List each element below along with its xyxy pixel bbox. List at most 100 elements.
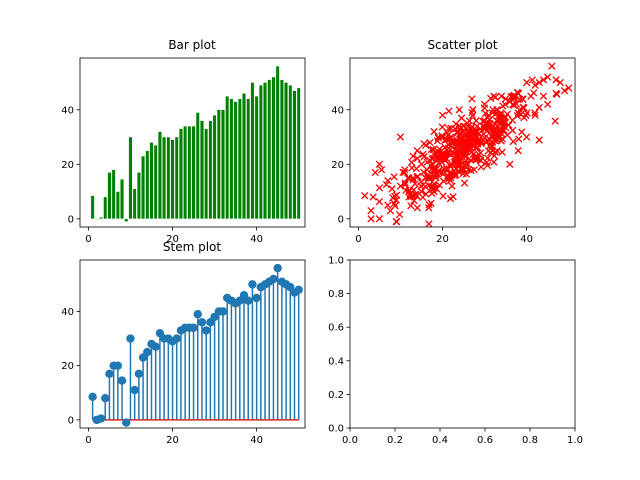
scatter-point (522, 111, 530, 119)
stem-marker (126, 334, 135, 343)
stem-marker (88, 392, 97, 402)
scatter-point (448, 182, 456, 190)
stem-marker (130, 385, 139, 395)
scatter-point (480, 104, 489, 112)
bar (174, 136, 179, 219)
bar (225, 96, 230, 219)
scatter-point (367, 206, 375, 215)
scatter-point (401, 166, 409, 174)
scatter-point (531, 111, 539, 119)
scatter-point (408, 158, 416, 167)
scatter-point (480, 122, 488, 131)
stem-marker (134, 369, 144, 379)
scatter-point (522, 78, 531, 87)
scatter-point (409, 174, 417, 182)
bar-plot-frame (79, 57, 306, 228)
stem-marker (218, 307, 228, 316)
scatter-point (510, 93, 518, 101)
scatter-point (382, 180, 391, 189)
bar (141, 155, 145, 219)
scatter-point (498, 148, 506, 156)
bar (288, 85, 293, 219)
scatter-point (413, 147, 421, 155)
scatter-point (488, 142, 496, 151)
scatter-point (439, 192, 447, 200)
stem-marker (105, 369, 114, 379)
bar (153, 145, 158, 219)
bar (254, 96, 259, 219)
scatter-point (457, 114, 466, 122)
scatter-point (490, 158, 498, 166)
scatter-point (377, 166, 386, 174)
scatter-point (468, 123, 476, 131)
empty-axes-ytick-label: 0.6 (328, 323, 344, 334)
scatter-point (393, 218, 401, 226)
empty-axes-frame (349, 259, 576, 429)
bar (170, 139, 175, 219)
scatter-plot-xtick-label: 40 (520, 234, 533, 245)
empty-axes-ytick-label: 0.0 (328, 424, 344, 435)
scatter-point (444, 124, 453, 133)
bar (216, 109, 221, 219)
scatter-plot-axes: 0 20 40 0 20 40 (331, 57, 576, 245)
bar-plot-title: Bar plot (168, 38, 216, 52)
scatter-point (422, 190, 430, 198)
bar (111, 169, 116, 219)
empty-axes-xtick-label: 0.8 (522, 435, 538, 446)
scatter-point (531, 109, 539, 117)
scatter-point (497, 119, 506, 127)
scatter-point (551, 117, 559, 125)
bar (162, 136, 166, 219)
scatter-point (389, 194, 397, 202)
empty-axes: 0.0 0.2 0.4 0.6 0.8 1.0 0.0 0.2 0.4 0.6 0.8 1.0 (328, 256, 583, 447)
scatter-point (565, 84, 573, 92)
scatter-point (405, 186, 413, 194)
scatter-point (445, 107, 453, 115)
scatter-point (425, 220, 433, 228)
scatter-point (495, 111, 503, 120)
stem-marker (273, 263, 282, 273)
stem-plot-xtick-label: 0 (85, 435, 91, 446)
bar-plot-xtick-label: 20 (166, 234, 179, 245)
scatter-point (396, 182, 405, 190)
scatter-point (434, 168, 443, 176)
scatter-point (462, 156, 470, 165)
scatter-point (520, 104, 528, 112)
scatter-point (476, 149, 485, 157)
scatter-point (455, 106, 464, 114)
bar (94, 218, 99, 220)
scatter-point (426, 138, 434, 147)
scatter-point (456, 147, 464, 155)
scatter-point (539, 76, 548, 84)
scatter-point (482, 158, 491, 167)
stem-plot-axes: 0 20 40 0 20 40 (61, 259, 306, 446)
scatter-plot-ytick-label: 20 (331, 160, 344, 171)
scatter-point (539, 92, 548, 100)
bar (275, 66, 280, 219)
bar (259, 85, 263, 219)
bar (284, 82, 288, 219)
scatter-point (369, 193, 377, 201)
scatter-point (535, 78, 543, 87)
scatter-point (459, 140, 467, 148)
scatter-point (438, 111, 447, 119)
scatter-point (452, 138, 461, 146)
scatter-point (375, 215, 384, 223)
scatter-point (367, 215, 375, 223)
bar (242, 93, 246, 219)
scatter-point (475, 130, 483, 138)
bar-plot-axes: 0 20 40 0 20 40 (61, 57, 306, 245)
scatter-point (470, 155, 478, 163)
bar (237, 98, 242, 219)
scatter-point (429, 166, 438, 174)
scatter-point (443, 129, 451, 137)
scatter-point (388, 185, 396, 193)
scatter-point (497, 92, 506, 100)
bar (145, 150, 150, 219)
scatter-point (420, 152, 428, 161)
scatter-point (498, 126, 506, 134)
scatter-point (412, 164, 421, 173)
empty-axes-xtick-label: 1.0 (567, 435, 583, 446)
scatter-point (483, 114, 492, 122)
scatter-point (450, 138, 459, 146)
